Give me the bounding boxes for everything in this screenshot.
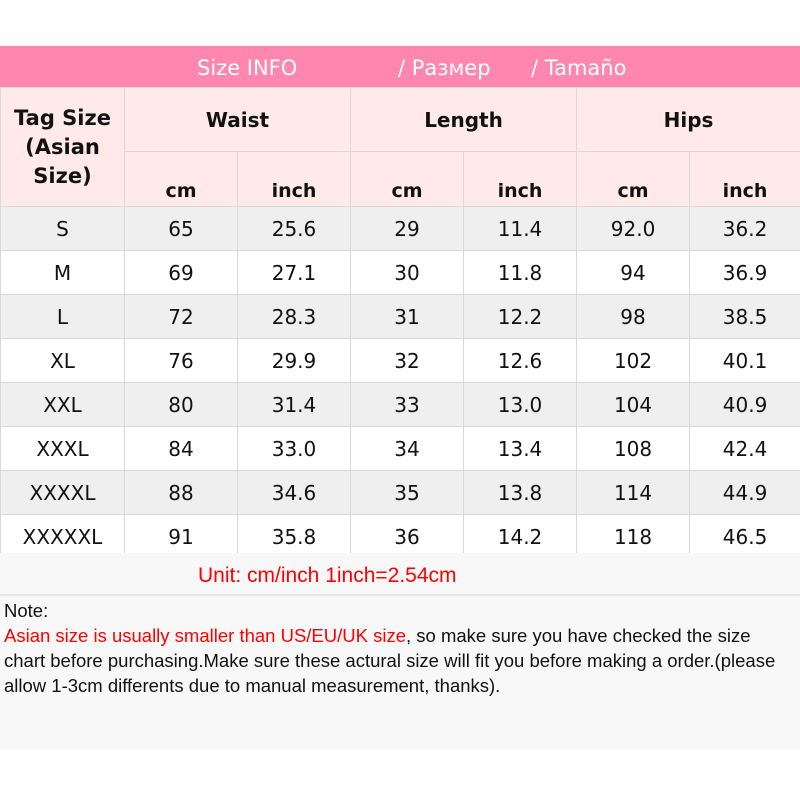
value-cell: 34 <box>350 426 465 471</box>
banner-title-ru: / Размер <box>398 56 491 80</box>
value-cell: 12.6 <box>463 338 578 383</box>
size-cell: XXXXL <box>0 470 125 515</box>
value-cell: 114 <box>576 470 691 515</box>
value-cell: 40.9 <box>689 382 800 427</box>
header-waist: Waist <box>123 87 352 152</box>
note-body: Asian size is usually smaller than US/EU… <box>4 623 796 698</box>
value-cell: 38.5 <box>689 294 800 339</box>
header-length: Length <box>350 87 578 152</box>
value-cell: 69 <box>124 250 238 295</box>
value-cell: 29.9 <box>236 338 352 383</box>
value-cell: 30 <box>350 250 465 295</box>
value-cell: 84 <box>124 426 238 471</box>
value-cell: 13.8 <box>463 470 578 515</box>
value-cell: 29 <box>350 206 465 251</box>
table-row: M 69 27.1 30 11.8 94 36.9 <box>0 250 800 295</box>
size-cell: XL <box>0 338 125 383</box>
value-cell: 94 <box>576 250 691 295</box>
value-cell: 14.2 <box>463 514 578 559</box>
size-cell: L <box>0 294 125 339</box>
note-section: Note: Asian size is usually smaller than… <box>0 596 800 750</box>
value-cell: 36 <box>350 514 465 559</box>
table-row: XXL 80 31.4 33 13.0 104 40.9 <box>0 382 800 427</box>
value-cell: 44.9 <box>689 470 800 515</box>
value-cell: 32 <box>350 338 465 383</box>
table-row: XXXXL 88 34.6 35 13.8 114 44.9 <box>0 470 800 515</box>
value-cell: 12.2 <box>463 294 578 339</box>
value-cell: 13.4 <box>463 426 578 471</box>
value-cell: 34.6 <box>236 470 352 515</box>
note-text: , so make sure you have checked the size… <box>4 625 776 696</box>
value-cell: 98 <box>576 294 691 339</box>
size-table: Tag Size (Asian Size) Waist Length Hips … <box>0 87 800 559</box>
header-unit: cm <box>350 151 465 207</box>
value-cell: 35.8 <box>236 514 352 559</box>
value-cell: 25.6 <box>236 206 352 251</box>
header-unit: cm <box>124 151 238 207</box>
header-unit: cm <box>576 151 691 207</box>
value-cell: 11.4 <box>463 206 578 251</box>
value-cell: 31.4 <box>236 382 352 427</box>
header-unit: inch <box>689 151 800 207</box>
value-cell: 102 <box>576 338 691 383</box>
value-cell: 40.1 <box>689 338 800 383</box>
size-cell: S <box>0 206 125 251</box>
header-unit: inch <box>463 151 578 207</box>
value-cell: 28.3 <box>236 294 352 339</box>
value-cell: 35 <box>350 470 465 515</box>
value-cell: 76 <box>124 338 238 383</box>
header-unit: inch <box>236 151 352 207</box>
value-cell: 72 <box>124 294 238 339</box>
value-cell: 36.2 <box>689 206 800 251</box>
value-cell: 80 <box>124 382 238 427</box>
value-cell: 91 <box>124 514 238 559</box>
value-cell: 33.0 <box>236 426 352 471</box>
size-info-banner: Size INFO / Размер / Tamaño <box>0 46 800 87</box>
header-hips: Hips <box>576 87 800 152</box>
value-cell: 27.1 <box>236 250 352 295</box>
size-cell: M <box>0 250 125 295</box>
table-row: L 72 28.3 31 12.2 98 38.5 <box>0 294 800 339</box>
value-cell: 42.4 <box>689 426 800 471</box>
size-cell: XXL <box>0 382 125 427</box>
value-cell: 13.0 <box>463 382 578 427</box>
table-row: XXXXXL 91 35.8 36 14.2 118 46.5 <box>0 514 800 559</box>
banner-title-en: Size INFO <box>197 56 298 80</box>
unit-note: Unit: cm/inch 1inch=2.54cm <box>0 553 800 596</box>
value-cell: 36.9 <box>689 250 800 295</box>
value-cell: 88 <box>124 470 238 515</box>
table-row: XL 76 29.9 32 12.6 102 40.1 <box>0 338 800 383</box>
value-cell: 92.0 <box>576 206 691 251</box>
unit-text: Unit: cm/inch 1inch=2.54cm <box>198 564 457 587</box>
table-row: S 65 25.6 29 11.4 92.0 36.2 <box>0 206 800 251</box>
note-label: Note: <box>4 600 49 621</box>
value-cell: 118 <box>576 514 691 559</box>
note-warning: Asian size is usually smaller than US/EU… <box>4 625 407 646</box>
header-tag-size: Tag Size (Asian Size) <box>0 87 125 207</box>
size-cell: XXXL <box>0 426 125 471</box>
value-cell: 33 <box>350 382 465 427</box>
value-cell: 65 <box>124 206 238 251</box>
banner-title-es: / Tamaño <box>531 56 627 80</box>
table-row: XXXL 84 33.0 34 13.4 108 42.4 <box>0 426 800 471</box>
value-cell: 104 <box>576 382 691 427</box>
value-cell: 46.5 <box>689 514 800 559</box>
value-cell: 11.8 <box>463 250 578 295</box>
size-cell: XXXXXL <box>0 514 125 559</box>
value-cell: 31 <box>350 294 465 339</box>
value-cell: 108 <box>576 426 691 471</box>
